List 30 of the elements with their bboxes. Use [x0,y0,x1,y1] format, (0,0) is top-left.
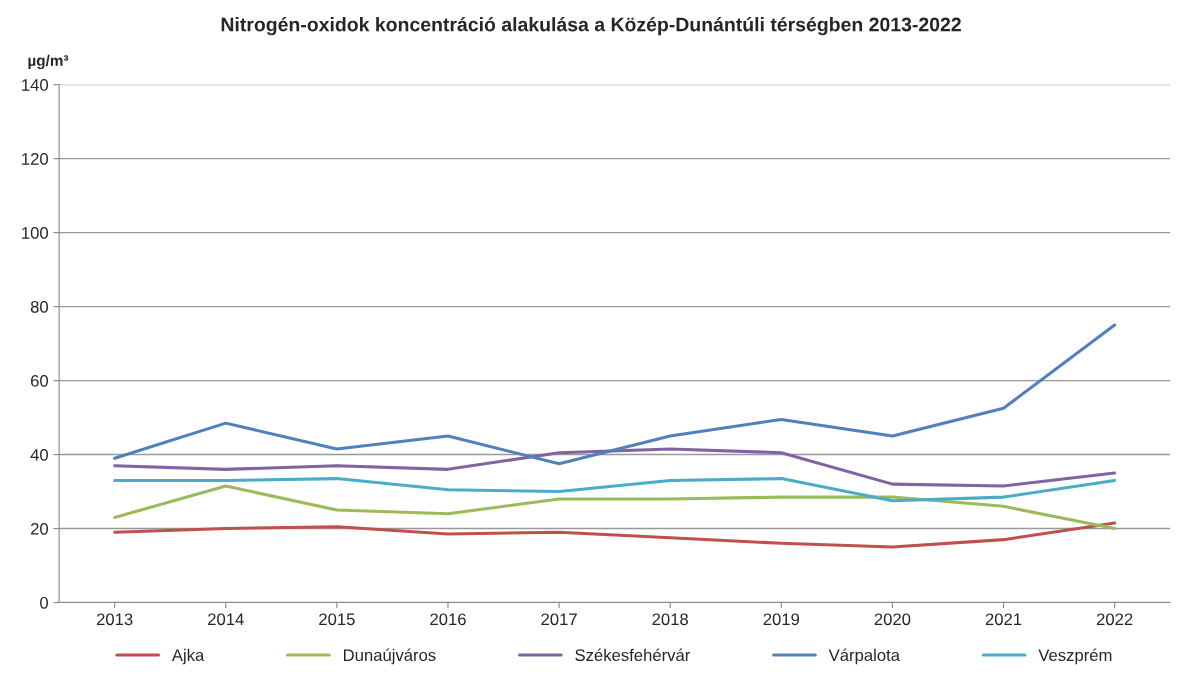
line-series [113,447,1117,488]
line-series [113,477,1117,503]
legend-label: Dunaújváros [343,648,436,665]
legend-label: Várpalota [828,648,900,665]
y-tick-label: 100 [22,227,49,239]
legend-label: Székesfehérvár [575,648,691,662]
y-tick-label: 120 [22,153,49,165]
x-tick-label: 2021 [985,613,1022,626]
legend-label: Ajka [171,648,205,665]
line-series [113,521,1117,549]
x-tick-label: 2016 [430,613,466,626]
y-tick-label: 140 [22,79,49,91]
x-tick-label: 2013 [96,613,133,626]
line-series [113,484,1117,531]
x-tick-label: 2020 [874,613,911,626]
x-tick-label: 2014 [208,613,244,626]
y-tick-label: 80 [30,300,49,313]
x-tick-label: 2017 [541,613,577,626]
y-tick-label: 0 [40,596,49,609]
y-tick-label: 60 [30,374,49,387]
x-tick-label: 2015 [319,613,355,626]
line-series [113,323,1117,466]
y-tick-label: 20 [30,522,49,535]
chart-title: Nitrogén-oxidok koncentráció alakulása a Közép-Dunántúli térségben 2013-2022 [221,16,961,36]
legend-label: Veszprém [1038,648,1112,665]
y-axis-title: µg/m³ [28,54,69,70]
x-tick-label: 2019 [763,613,800,626]
x-tick-label: 2022 [1096,613,1133,626]
x-tick-label: 2018 [652,613,689,626]
y-tick-label: 40 [30,448,49,461]
